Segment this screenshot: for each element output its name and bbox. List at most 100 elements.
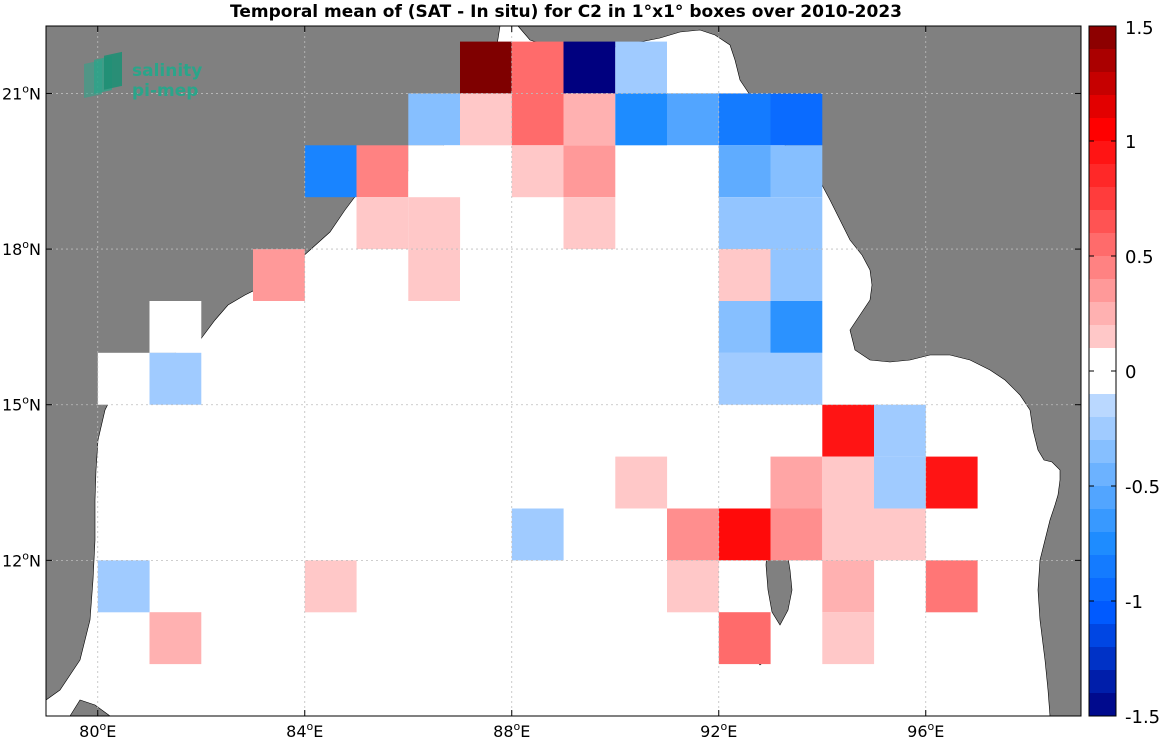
grid-cell bbox=[511, 249, 564, 301]
grid-cell bbox=[408, 145, 461, 198]
colorbar-step bbox=[1089, 95, 1116, 119]
grid-cell bbox=[667, 508, 719, 561]
grid-cell bbox=[667, 93, 719, 146]
grid-cell bbox=[770, 197, 823, 250]
x-tick-label: 80oE bbox=[79, 720, 116, 740]
grid-cell bbox=[770, 93, 823, 146]
colorbar-step bbox=[1089, 624, 1116, 648]
land-bangladesh-myanmar bbox=[517, 25, 1082, 717]
logo-mark-icon bbox=[84, 51, 122, 98]
grid-cell bbox=[408, 249, 461, 301]
colorbar-step bbox=[1089, 302, 1116, 326]
grid-cell bbox=[304, 145, 357, 198]
grid-cell bbox=[925, 456, 978, 509]
salinity-pi-mep-logo: salinity pi-mep bbox=[84, 51, 202, 101]
colorbar-step bbox=[1089, 509, 1116, 533]
colorbar-step bbox=[1089, 279, 1116, 303]
grid-cell bbox=[770, 145, 823, 198]
colorbar-steps bbox=[1089, 26, 1116, 717]
colorbar-step bbox=[1089, 118, 1116, 142]
grid-cell bbox=[563, 197, 616, 250]
grid-cell bbox=[667, 560, 719, 613]
y-tick-label: 12oN bbox=[2, 549, 41, 570]
colorbar-tick-label: -1 bbox=[1125, 592, 1143, 613]
grid-cell bbox=[563, 145, 616, 198]
x-tick-label: 96oE bbox=[907, 720, 944, 740]
grid-cell bbox=[718, 93, 771, 146]
colorbar-step bbox=[1089, 693, 1116, 717]
logo-text-line2: pi-mep bbox=[132, 81, 198, 101]
colorbar-step bbox=[1089, 601, 1116, 625]
grid-cell bbox=[511, 508, 564, 561]
grid-cell bbox=[822, 404, 875, 457]
colorbar-step bbox=[1089, 26, 1116, 50]
grid-cell bbox=[615, 93, 668, 146]
colorbar-step bbox=[1089, 578, 1116, 602]
colorbar-step bbox=[1089, 486, 1116, 510]
y-tick-label: 21oN bbox=[2, 82, 41, 103]
colorbar-step bbox=[1089, 440, 1116, 464]
colorbar-step bbox=[1089, 187, 1116, 211]
logo-text-line1: salinity bbox=[132, 61, 202, 81]
colorbar-step bbox=[1089, 670, 1116, 694]
grid-cell bbox=[925, 560, 978, 613]
grid-cell bbox=[770, 301, 823, 353]
colorbar-step bbox=[1089, 394, 1116, 418]
grid-cell bbox=[149, 301, 202, 353]
colorbar-step bbox=[1089, 532, 1116, 556]
grid-cell bbox=[511, 404, 564, 457]
grid-cell bbox=[97, 352, 150, 405]
grid-cell bbox=[718, 352, 771, 405]
grid-cell bbox=[511, 456, 564, 509]
grid-cell bbox=[718, 508, 771, 561]
plot-frame bbox=[45, 25, 1082, 717]
colorbar-tick-label: 0.5 bbox=[1125, 247, 1154, 268]
grid-cell bbox=[874, 404, 926, 457]
colorbar-step bbox=[1089, 348, 1116, 372]
grid-cell bbox=[149, 352, 202, 405]
grid-cell bbox=[149, 612, 202, 665]
colorbar-step bbox=[1089, 325, 1116, 349]
y-tick-label: 15oN bbox=[2, 394, 41, 415]
grid-cell bbox=[511, 145, 564, 198]
colorbar-step bbox=[1089, 210, 1116, 234]
x-tick-label: 84oE bbox=[286, 720, 323, 740]
colorbar-step bbox=[1089, 233, 1116, 257]
grid-cell bbox=[460, 249, 512, 301]
colorbar-step bbox=[1089, 555, 1116, 579]
grid-cell bbox=[356, 145, 409, 198]
grid-cell bbox=[149, 508, 202, 561]
grid-cell bbox=[718, 197, 771, 250]
grid-cell bbox=[822, 456, 875, 509]
grid-cell bbox=[770, 456, 823, 509]
grid-cell bbox=[718, 249, 771, 301]
grid-cell bbox=[770, 249, 823, 301]
colorbar-step bbox=[1089, 72, 1116, 96]
x-tick-label: 88oE bbox=[493, 720, 530, 740]
colorbar-tick-label: -1.5 bbox=[1125, 707, 1160, 728]
colorbar-step bbox=[1089, 164, 1116, 188]
grid-cell bbox=[563, 301, 616, 353]
colorbar-step bbox=[1089, 463, 1116, 487]
grid-cell bbox=[408, 93, 461, 146]
plot-area bbox=[45, 25, 1082, 717]
colorbar-step bbox=[1089, 647, 1116, 671]
grid-cell bbox=[718, 145, 771, 198]
grid-lines bbox=[46, 26, 1081, 716]
grid-cell bbox=[563, 93, 616, 146]
grid-cell bbox=[822, 508, 875, 561]
colorbar-step bbox=[1089, 141, 1116, 165]
grid-cell bbox=[460, 41, 512, 94]
colorbar-tick-label: 1.5 bbox=[1125, 18, 1154, 39]
grid-cell bbox=[770, 352, 823, 405]
grid-cell bbox=[563, 41, 616, 94]
colorbar-step bbox=[1089, 417, 1116, 441]
y-tick-label: 18oN bbox=[2, 238, 41, 259]
colorbar-tick-label: 0 bbox=[1125, 362, 1136, 383]
grid-cell bbox=[511, 41, 564, 94]
colorbar-step bbox=[1089, 256, 1116, 280]
grid-cell bbox=[408, 197, 461, 250]
grid-cells bbox=[97, 41, 978, 665]
